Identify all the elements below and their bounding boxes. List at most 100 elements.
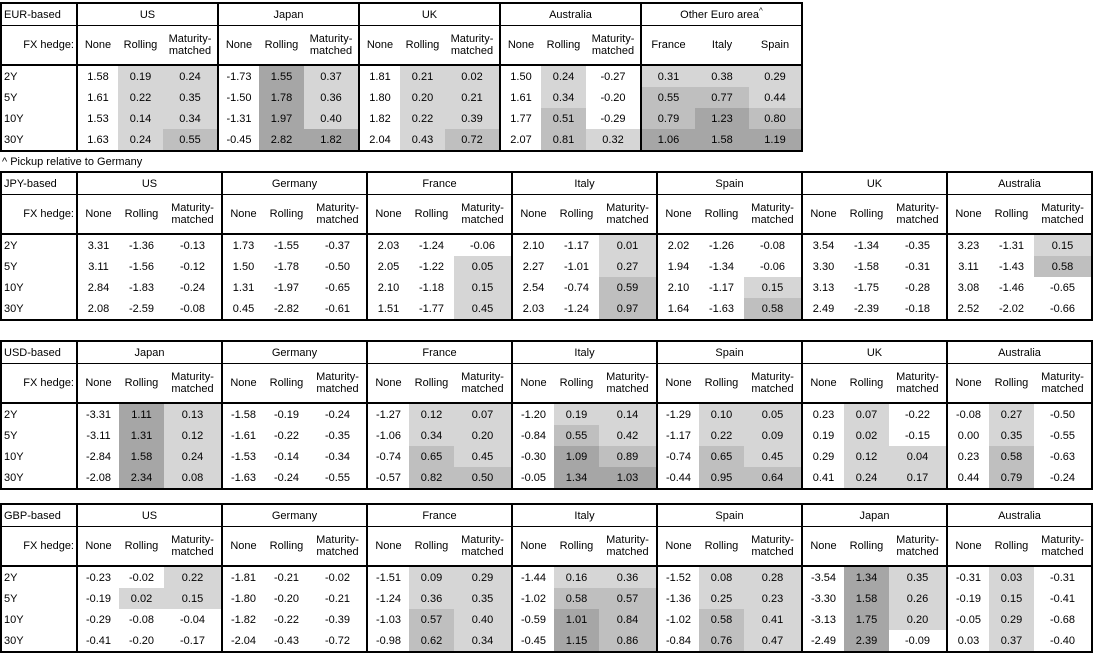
value-cell: -0.61 xyxy=(324,302,351,315)
value-cell: -0.39 xyxy=(324,613,351,626)
value-cell: -3.13 xyxy=(801,609,844,630)
value-cell: 0.40 xyxy=(454,609,512,630)
value-cell: -0.22 xyxy=(273,429,300,442)
eur-based-table: EUR-based US Japan UK Australia Other Euro ar… xyxy=(0,2,803,152)
value-cell: 0.15 xyxy=(164,588,222,609)
value-cell: 1.61 xyxy=(499,87,541,108)
value-cell: -1.63 xyxy=(221,467,264,489)
value-cell: 0.22 xyxy=(400,108,445,129)
column-header-none: None xyxy=(801,363,844,404)
country-header-row: EUR-based US Japan UK Australia Other Euro ar… xyxy=(1,3,802,26)
value-cell: -1.20 xyxy=(511,403,554,425)
value-cell: 2.08 xyxy=(76,298,119,320)
value-cell: -0.02 xyxy=(324,571,351,584)
value-cell: 0.19 xyxy=(118,65,163,87)
value-cell: 2.52 xyxy=(946,298,989,320)
value-cell: 0.03 xyxy=(946,630,989,652)
column-header-maturity-matched: Maturity-matched xyxy=(454,194,512,235)
value-cell: -0.72 xyxy=(324,634,351,647)
value-cell: -0.08 xyxy=(946,403,989,425)
value-cell: -1.82 xyxy=(221,609,264,630)
value-cell: 3.23 xyxy=(946,234,989,256)
column-header-none: None xyxy=(221,194,264,235)
tenor-label: 5Y xyxy=(4,592,18,605)
value-cell: 0.32 xyxy=(586,129,641,151)
value-cell: -3.54 xyxy=(801,566,844,588)
value-cell: -0.19 xyxy=(273,408,300,421)
country-header-italy: Italy xyxy=(511,172,657,195)
value-cell: 1.34 xyxy=(554,467,599,489)
value-cell: -0.63 xyxy=(1049,450,1076,463)
value-cell: 0.13 xyxy=(164,403,222,425)
value-cell: 1.50 xyxy=(499,65,541,87)
table-row-5y: 5Y 1.61 0.22 0.35 -1.50 1.78 0.36 1.80 0.20 0.21 1… xyxy=(1,87,802,108)
value-cell: 3.11 xyxy=(76,256,119,277)
value-cell: -1.17 xyxy=(563,239,590,252)
column-header-rolling: Rolling xyxy=(409,526,454,567)
value-cell: -0.30 xyxy=(511,446,554,467)
column-header-rolling: Rolling xyxy=(554,194,599,235)
country-header-france: France xyxy=(366,172,512,195)
value-cell: -1.36 xyxy=(128,239,155,252)
value-cell: -0.08 xyxy=(179,302,206,315)
value-cell: -0.50 xyxy=(324,260,351,273)
value-cell: -1.24 xyxy=(418,239,445,252)
value-cell: -0.29 xyxy=(600,112,626,125)
value-cell: 0.81 xyxy=(541,129,586,151)
tenor-label: 30Y xyxy=(4,471,24,484)
value-cell: 1.51 xyxy=(366,298,409,320)
eur-based-section: EUR-based US Japan UK Australia Other Euro ar… xyxy=(0,2,1094,169)
value-cell: 1.64 xyxy=(656,298,699,320)
value-cell: 1.15 xyxy=(554,630,599,652)
value-cell: 0.29 xyxy=(989,609,1034,630)
country-header-japan: Japan xyxy=(76,341,222,364)
value-cell: 1.81 xyxy=(358,65,400,87)
value-cell: -0.45 xyxy=(217,129,259,151)
value-cell: 2.04 xyxy=(358,129,400,151)
value-cell: -0.74 xyxy=(656,446,699,467)
value-cell: -0.35 xyxy=(904,239,931,252)
value-cell: -0.08 xyxy=(759,239,786,252)
column-header-rolling: Rolling xyxy=(844,526,889,567)
value-cell: 0.15 xyxy=(454,277,512,298)
country-header-row: USD-based Japan Germany France Italy Spain UK A… xyxy=(1,341,1092,364)
value-cell: -1.80 xyxy=(221,588,264,609)
jpy-based-section: JPY-based US Germany France Italy Spain UK Aust… xyxy=(0,171,1094,321)
country-header-spain: Spain xyxy=(656,341,802,364)
value-cell: -0.84 xyxy=(656,630,699,652)
value-cell: 0.17 xyxy=(889,467,947,489)
column-header-maturity-matched: Maturity-matched xyxy=(599,526,657,567)
column-header-rolling: Rolling xyxy=(264,194,309,235)
value-cell: 0.21 xyxy=(400,65,445,87)
value-cell: 0.79 xyxy=(989,467,1034,489)
value-cell: -0.31 xyxy=(946,566,989,588)
value-cell: 0.77 xyxy=(695,87,749,108)
value-cell: 1.78 xyxy=(259,87,304,108)
value-cell: 2.84 xyxy=(76,277,119,298)
value-cell: -0.66 xyxy=(1049,302,1076,315)
value-cell: 0.35 xyxy=(454,588,512,609)
country-header-japan: Japan xyxy=(801,504,947,527)
value-cell: 0.05 xyxy=(454,256,512,277)
value-cell: -1.02 xyxy=(656,609,699,630)
fx-hedge-label: FX hedge: xyxy=(1,526,77,567)
value-cell: -0.20 xyxy=(128,634,155,647)
value-cell: 1.94 xyxy=(656,256,699,277)
value-cell: 0.34 xyxy=(541,87,586,108)
column-header-rolling: Rolling xyxy=(264,363,309,404)
column-header-rolling: Rolling xyxy=(409,363,454,404)
value-cell: -0.04 xyxy=(179,613,206,626)
column-header-none: None xyxy=(656,526,699,567)
value-cell: 0.84 xyxy=(599,609,657,630)
value-cell: -0.45 xyxy=(511,630,554,652)
value-cell: 3.31 xyxy=(76,234,119,256)
value-cell: 0.15 xyxy=(989,588,1034,609)
value-cell: 0.14 xyxy=(118,108,163,129)
column-header-none: None xyxy=(511,363,554,404)
column-header-none: None xyxy=(221,526,264,567)
value-cell: 0.19 xyxy=(554,403,599,425)
value-cell: 0.45 xyxy=(221,298,264,320)
country-header-germany: Germany xyxy=(221,341,367,364)
value-cell: 0.34 xyxy=(163,108,218,129)
value-cell: -0.43 xyxy=(273,634,300,647)
